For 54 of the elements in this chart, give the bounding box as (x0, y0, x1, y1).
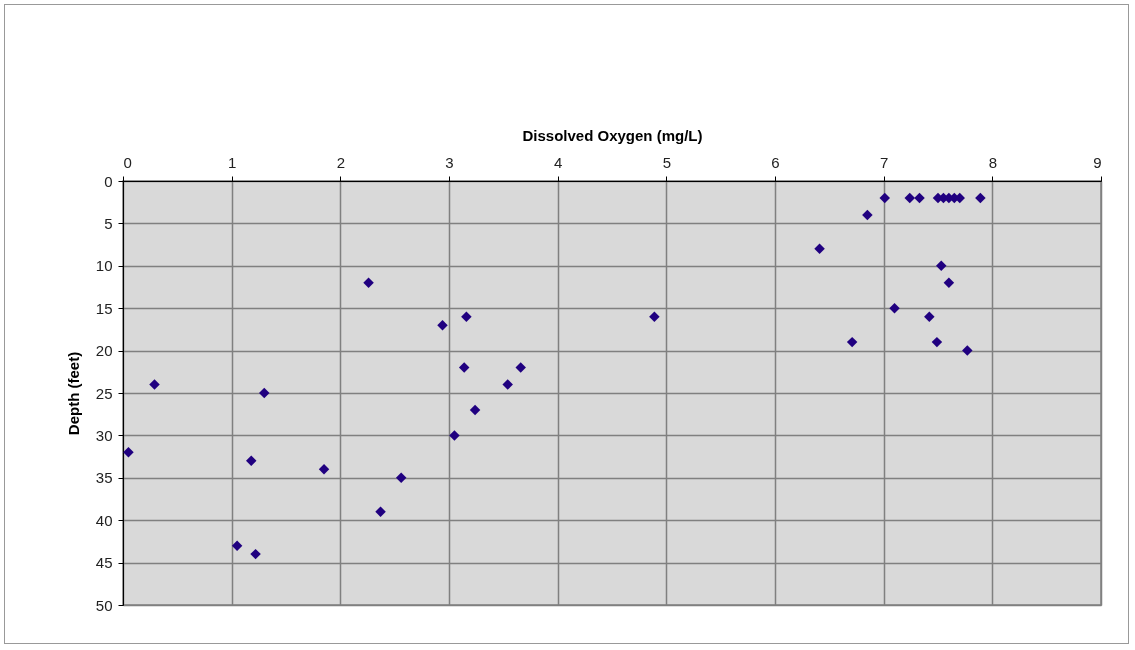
x-tick-label: 6 (771, 153, 780, 171)
y-tick-label: 45 (95, 554, 113, 572)
point (458, 362, 470, 373)
point (936, 260, 947, 272)
point (924, 311, 935, 322)
y-tick-label: 50 (95, 596, 113, 614)
y-tick-label: 35 (95, 469, 113, 487)
y-tick-label: 0 (104, 172, 113, 190)
x-tick-label: 5 (662, 153, 672, 171)
point (862, 209, 873, 221)
point (649, 311, 660, 322)
point (502, 379, 513, 390)
y-tick-label: 25 (95, 384, 113, 402)
y-tick-label: 10 (95, 257, 113, 275)
x-tick-label: 7 (879, 153, 889, 171)
point (363, 277, 374, 288)
point (904, 192, 915, 204)
y-tick-label: 30 (95, 426, 113, 444)
x-tick-label: 9 (1093, 153, 1102, 171)
point (879, 192, 890, 204)
point (943, 277, 955, 288)
point (149, 379, 160, 390)
x-tick-label: 0 (123, 153, 132, 171)
point (375, 506, 386, 517)
point (461, 311, 472, 322)
point (395, 472, 407, 484)
point (846, 336, 858, 348)
y-tick-label: 15 (95, 299, 113, 317)
point (245, 455, 257, 467)
point (515, 362, 526, 373)
x-tick-label: 4 (553, 153, 563, 171)
x-tick-label: 2 (336, 153, 346, 171)
point (231, 540, 243, 551)
point (889, 302, 900, 314)
point (814, 243, 825, 255)
point (123, 447, 134, 458)
y-tick-label: 20 (95, 342, 113, 360)
y-tick-label: 5 (104, 214, 113, 232)
y-tick-label: 40 (95, 511, 113, 529)
point (931, 336, 943, 348)
point (962, 345, 973, 356)
y-axis-title: Depth (feet) (64, 351, 82, 436)
x-axis-title: Dissolved Oxygen (mg/L) (522, 126, 703, 144)
point (469, 404, 481, 416)
point (914, 192, 925, 204)
point (250, 548, 261, 560)
point (259, 387, 270, 399)
point (449, 430, 460, 441)
point (437, 319, 448, 331)
x-tick-label: 8 (988, 153, 998, 171)
point (318, 464, 330, 475)
point (975, 192, 986, 204)
x-tick-label: 1 (227, 153, 237, 171)
x-tick-label: 3 (445, 153, 454, 171)
